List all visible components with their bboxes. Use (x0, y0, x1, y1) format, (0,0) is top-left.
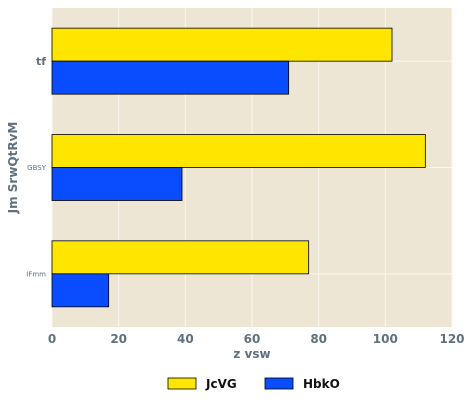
x-tick-label: 0 (48, 332, 56, 346)
x-tick-label: 40 (177, 332, 194, 346)
y-tick-label: tf (36, 55, 46, 68)
bar-hbko-tf (51, 60, 290, 95)
legend-label-jcvg: JcVG (205, 377, 237, 391)
x-tick-label: 120 (439, 332, 464, 346)
legend-swatch-hbko (264, 377, 294, 390)
y-axis-label: Jm SrwQtRvM (6, 122, 20, 215)
x-tick-label: 60 (244, 332, 261, 346)
x-tick-label: 20 (110, 332, 127, 346)
legend-label-hbko: HbkO (303, 377, 340, 391)
x-tick-label: 100 (373, 332, 398, 346)
bars (51, 27, 426, 308)
x-tick-label: 80 (310, 332, 327, 346)
bar-hbko-ifmm (51, 273, 110, 308)
x-axis-label: z vsw (233, 347, 270, 361)
bar-hbko-gbsy (51, 167, 183, 201)
y-tick-label: IFmm (26, 270, 46, 278)
bar-jcvg-gbsy (51, 134, 426, 168)
legend-swatch-jcvg (167, 377, 197, 390)
legend: JcVG HbkO (167, 377, 340, 391)
bar-jcvg-tf (51, 27, 393, 62)
y-tick-label: GBSY (27, 164, 47, 172)
bar-jcvg-ifmm (51, 240, 310, 275)
tick-labels: 0 20 40 60 80 100 120 tf GBSY IFmm (26, 55, 464, 346)
